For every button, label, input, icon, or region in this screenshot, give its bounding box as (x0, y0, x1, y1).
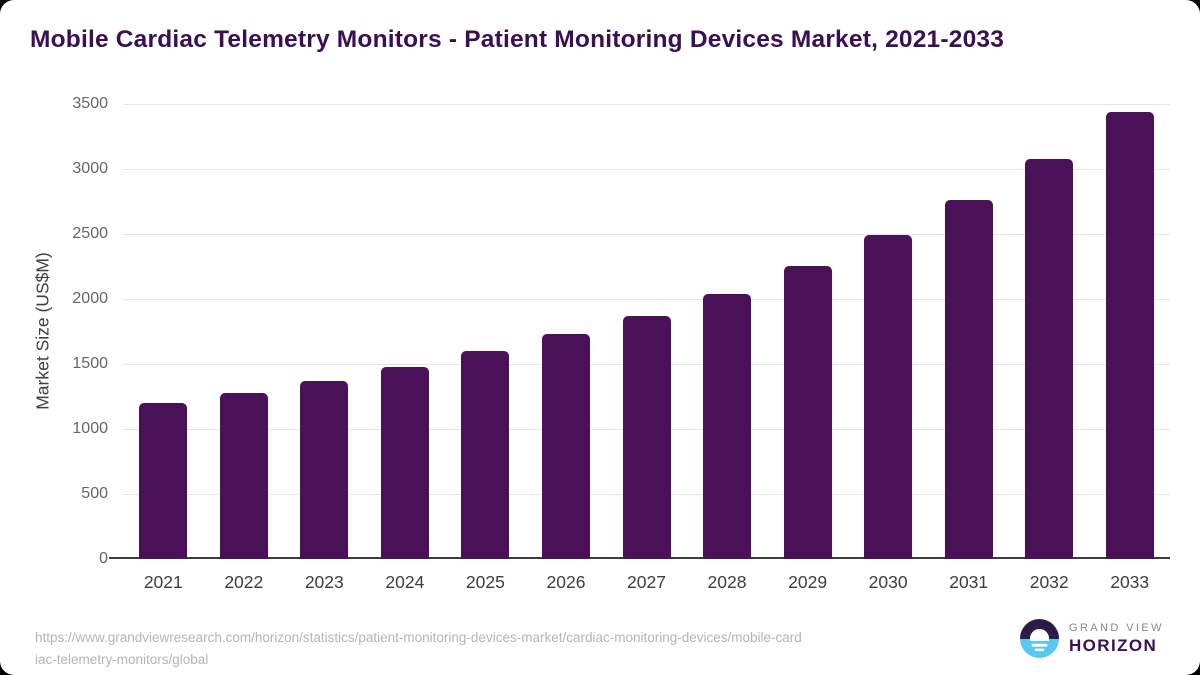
y-axis-title: Market Size (US$M) (32, 252, 53, 410)
gridline (123, 168, 1170, 170)
bar-2024 (380, 367, 429, 559)
y-tick-label: 1000 (72, 420, 108, 437)
x-tick-label: 2031 (949, 572, 989, 592)
x-tick-label: 2026 (546, 572, 586, 592)
x-tick-label: 2029 (788, 572, 828, 592)
horizon-logo-icon (1020, 619, 1059, 658)
bar-2023 (300, 381, 349, 559)
x-tick-label: 2023 (304, 572, 344, 592)
plot-area: 0 500 1000 1500 2000 2500 3000 3500 2021 2022 2023… (72, 95, 1170, 592)
x-tick-label: 2025 (465, 572, 505, 592)
x-tick-label: 2024 (385, 572, 425, 592)
chart-title: Mobile Cardiac Telemetry Monitors - Pati… (30, 26, 1005, 53)
source-url-line2: iac-telemetry-monitors/global (35, 652, 209, 667)
logo-horizon-text: HORIZON (1069, 636, 1158, 655)
y-tick-label: 500 (81, 485, 108, 502)
bar-2032 (1025, 159, 1074, 559)
x-tick-label: 2033 (1110, 572, 1150, 592)
y-tick-label: 0 (99, 550, 108, 567)
x-tick-label: 2027 (627, 572, 666, 592)
bar-2030 (864, 235, 913, 559)
logo-grand-view-text: GRAND VIEW (1069, 622, 1164, 634)
y-tick-label: 3000 (72, 160, 108, 177)
bar-2031 (944, 200, 993, 559)
bar-2022 (219, 393, 268, 559)
x-tick-label: 2028 (707, 572, 747, 592)
y-tick-label: 1500 (72, 355, 108, 372)
x-tick-label: 2032 (1029, 572, 1069, 592)
x-tick-label: 2030 (868, 572, 908, 592)
bar-2026 (542, 334, 590, 559)
y-tick-label: 2000 (72, 290, 108, 307)
brand-logo: GRAND VIEW HORIZON (1020, 619, 1164, 658)
gridline (123, 233, 1170, 235)
source-url-line1: https://www.grandviewresearch.com/horizo… (35, 630, 802, 645)
bar-2033 (1105, 112, 1154, 559)
gridline (123, 298, 1170, 300)
bar-2027 (622, 316, 671, 559)
y-tick-label: 2500 (72, 225, 108, 242)
bar-2029 (783, 266, 832, 559)
x-tick-label: 2022 (224, 572, 264, 592)
bar-2028 (703, 294, 751, 559)
bar-2021 (139, 403, 188, 559)
brand-text: GRAND VIEW HORIZON (1069, 622, 1164, 655)
y-tick-label: 3500 (72, 95, 108, 112)
bar-2025 (461, 351, 510, 559)
gridline (123, 103, 1170, 105)
source-url: https://www.grandviewresearch.com/horizo… (35, 627, 945, 671)
x-tick-label: 2021 (143, 572, 183, 592)
